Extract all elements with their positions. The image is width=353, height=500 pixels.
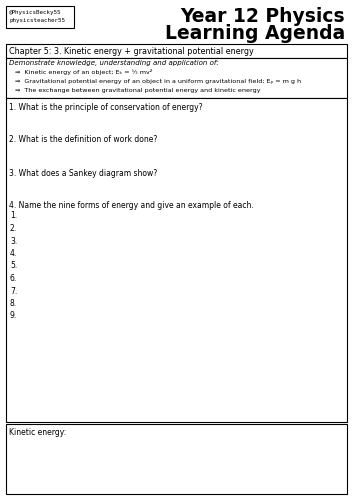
Text: 6.: 6. — [10, 274, 17, 283]
Text: 4.: 4. — [10, 249, 17, 258]
Text: 4. Name the nine forms of energy and give an example of each.: 4. Name the nine forms of energy and giv… — [9, 202, 254, 210]
Bar — [6, 424, 347, 494]
Text: physicsteacher55: physicsteacher55 — [9, 18, 65, 23]
Bar — [6, 44, 347, 58]
Text: ⇒  Gravitational potential energy of an object in a uniform gravitational field;: ⇒ Gravitational potential energy of an o… — [15, 78, 301, 84]
Text: 2.: 2. — [10, 224, 17, 233]
Text: 8.: 8. — [10, 299, 17, 308]
Text: @PhysicsBecky55: @PhysicsBecky55 — [9, 10, 61, 15]
Text: ⇒  The exchange between gravitational potential energy and kinetic energy: ⇒ The exchange between gravitational pot… — [15, 88, 261, 93]
Text: 1. What is the principle of conservation of energy?: 1. What is the principle of conservation… — [9, 102, 203, 112]
Text: Learning Agenda: Learning Agenda — [165, 24, 345, 43]
Text: 2. What is the definition of work done?: 2. What is the definition of work done? — [9, 136, 157, 144]
Text: ⇒  Kinetic energy of an object; Eₖ = ½ mv²: ⇒ Kinetic energy of an object; Eₖ = ½ mv… — [15, 69, 152, 75]
Text: 9.: 9. — [10, 312, 17, 320]
Text: 3.: 3. — [10, 236, 17, 246]
Text: 7.: 7. — [10, 286, 17, 296]
Text: Chapter 5: 3. Kinetic energy + gravitational potential energy: Chapter 5: 3. Kinetic energy + gravitati… — [9, 47, 254, 56]
Text: 1.: 1. — [10, 212, 17, 220]
Bar — [6, 98, 347, 422]
Text: Kinetic energy:: Kinetic energy: — [9, 428, 66, 437]
Text: Year 12 Physics: Year 12 Physics — [180, 7, 345, 26]
Text: 3. What does a Sankey diagram show?: 3. What does a Sankey diagram show? — [9, 168, 157, 177]
Text: Demonstrate knowledge, understanding and application of:: Demonstrate knowledge, understanding and… — [9, 60, 219, 66]
Text: 5.: 5. — [10, 262, 17, 270]
Bar — [6, 6, 74, 28]
Bar — [6, 58, 347, 98]
